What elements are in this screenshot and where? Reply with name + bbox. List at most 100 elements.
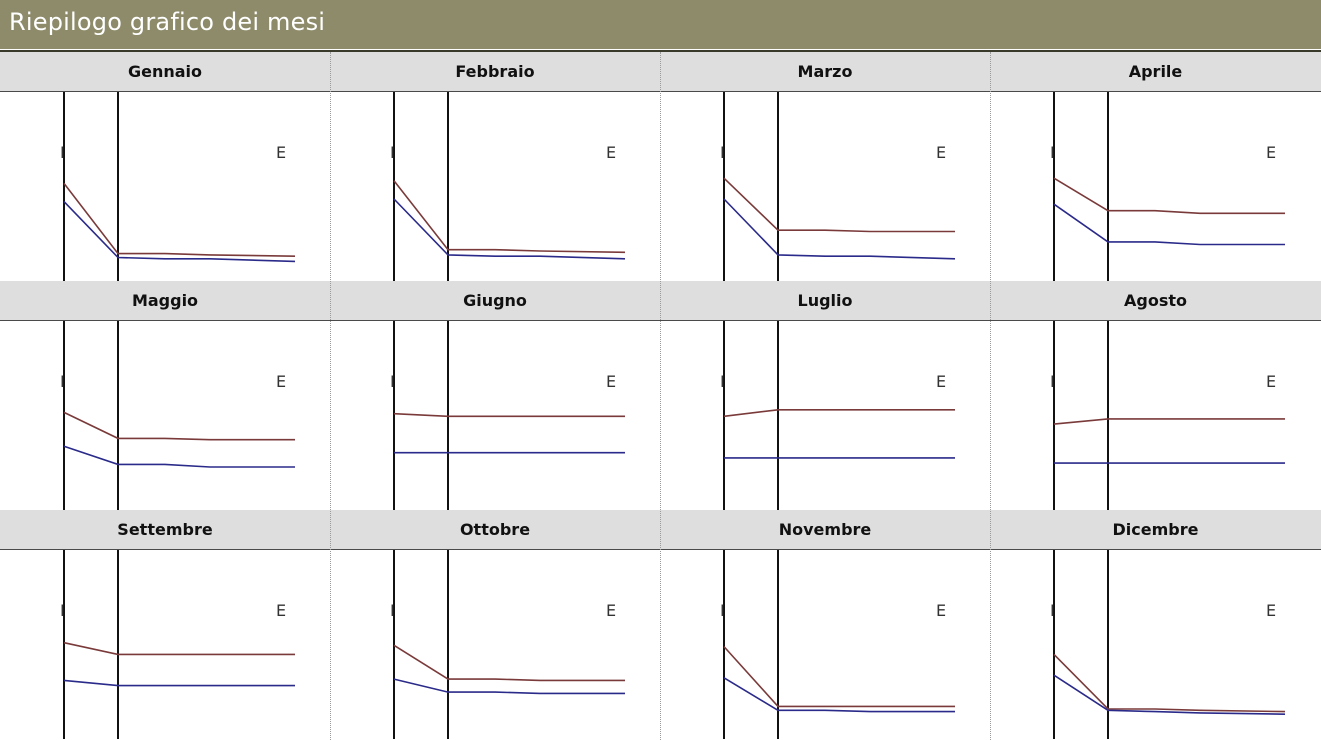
axis-label-E: E	[1266, 601, 1276, 620]
month-title-bar: Settembre	[0, 510, 330, 550]
month-title-bar: Gennaio	[0, 52, 330, 92]
month-chart: Settembre I E	[0, 510, 330, 739]
series-line-I	[393, 412, 625, 418]
axis-label-E: E	[606, 601, 616, 620]
month-title: Dicembre	[1112, 520, 1199, 539]
series-line-I	[1053, 177, 1285, 215]
month-chart: Dicembre I E	[990, 510, 1321, 739]
month-chart: Agosto I E	[990, 281, 1321, 510]
month-chart: Aprile I E	[990, 52, 1321, 281]
series-line-I	[723, 409, 955, 418]
header-divider	[0, 50, 1321, 52]
axis-label-I: I	[1050, 601, 1055, 620]
series-line-I	[63, 411, 295, 441]
month-title: Giugno	[463, 291, 527, 310]
month-title-bar: Maggio	[0, 281, 330, 321]
column-separator	[330, 52, 331, 740]
series-line-I	[723, 646, 955, 708]
series-line-E	[723, 198, 956, 260]
month-chart: Luglio I E	[660, 281, 990, 510]
axis-label-I: I	[60, 143, 65, 162]
axis-label-I: I	[60, 601, 65, 620]
month-chart: Ottobre I E	[330, 510, 660, 739]
series-line-I	[1053, 653, 1286, 713]
series-line-E	[63, 679, 295, 687]
series-line-E	[1053, 203, 1285, 246]
axis-label-I: I	[720, 372, 725, 391]
month-title: Maggio	[131, 291, 199, 310]
series-line-I	[63, 182, 296, 257]
axis-label-I: I	[60, 372, 65, 391]
axis-label-E: E	[276, 372, 286, 391]
axis-label-I: I	[390, 372, 395, 391]
page-title: Riepilogo grafico dei mesi	[9, 8, 326, 36]
month-title: Febbraio	[455, 62, 535, 81]
axis-label-E: E	[606, 143, 616, 162]
series-line-I	[393, 180, 626, 254]
column-separator	[990, 52, 991, 740]
axis-label-E: E	[276, 143, 286, 162]
column-separator	[660, 52, 661, 740]
axis-label-E: E	[936, 372, 946, 391]
month-title: Luglio	[797, 291, 853, 310]
month-title: Ottobre	[459, 520, 531, 539]
month-chart: Marzo I E	[660, 52, 990, 281]
month-title-bar: Giugno	[330, 281, 660, 321]
axis-label-E: E	[936, 143, 946, 162]
month-title-bar: Ottobre	[330, 510, 660, 550]
month-title-bar: Febbraio	[330, 52, 660, 92]
month-title: Marzo	[797, 62, 853, 81]
month-title-bar: Novembre	[660, 510, 990, 550]
series-line-I	[1053, 418, 1285, 425]
axis-label-I: I	[390, 601, 395, 620]
month-chart: Maggio I E	[0, 281, 330, 510]
series-line-I	[723, 177, 955, 233]
series-line-I	[63, 641, 295, 656]
series-line-E	[63, 201, 296, 263]
month-chart: Novembre I E	[660, 510, 990, 739]
axis-label-I: I	[720, 143, 725, 162]
series-line-E	[1053, 674, 1286, 715]
axis-label-I: I	[720, 601, 725, 620]
month-title: Settembre	[117, 520, 213, 539]
month-chart: Giugno I E	[330, 281, 660, 510]
month-title: Gennaio	[127, 62, 203, 81]
month-title-bar: Agosto	[990, 281, 1321, 321]
month-title-bar: Marzo	[660, 52, 990, 92]
axis-label-I: I	[390, 143, 395, 162]
series-line-E	[393, 678, 625, 695]
month-title: Aprile	[1128, 62, 1183, 81]
axis-label-E: E	[606, 372, 616, 391]
month-chart: Gennaio I E	[0, 52, 330, 281]
series-line-E	[393, 198, 626, 260]
page-header: Riepilogo grafico dei mesi	[0, 0, 1321, 49]
axis-label-I: I	[1050, 143, 1055, 162]
month-title: Agosto	[1124, 291, 1187, 310]
month-chart: Febbraio I E	[330, 52, 660, 281]
axis-label-E: E	[936, 601, 946, 620]
month-charts-grid: Gennaio I E Febbraio I E Marzo I E Aprile I E Maggio…	[0, 52, 1321, 740]
month-title-bar: Aprile	[990, 52, 1321, 92]
series-line-I	[393, 644, 625, 682]
axis-label-E: E	[1266, 143, 1276, 162]
axis-label-E: E	[1266, 372, 1276, 391]
series-line-E	[723, 677, 955, 713]
month-title: Novembre	[778, 520, 872, 539]
series-line-E	[63, 445, 295, 468]
month-title-bar: Dicembre	[990, 510, 1321, 550]
month-title-bar: Luglio	[660, 281, 990, 321]
axis-label-E: E	[276, 601, 286, 620]
axis-label-I: I	[1050, 372, 1055, 391]
